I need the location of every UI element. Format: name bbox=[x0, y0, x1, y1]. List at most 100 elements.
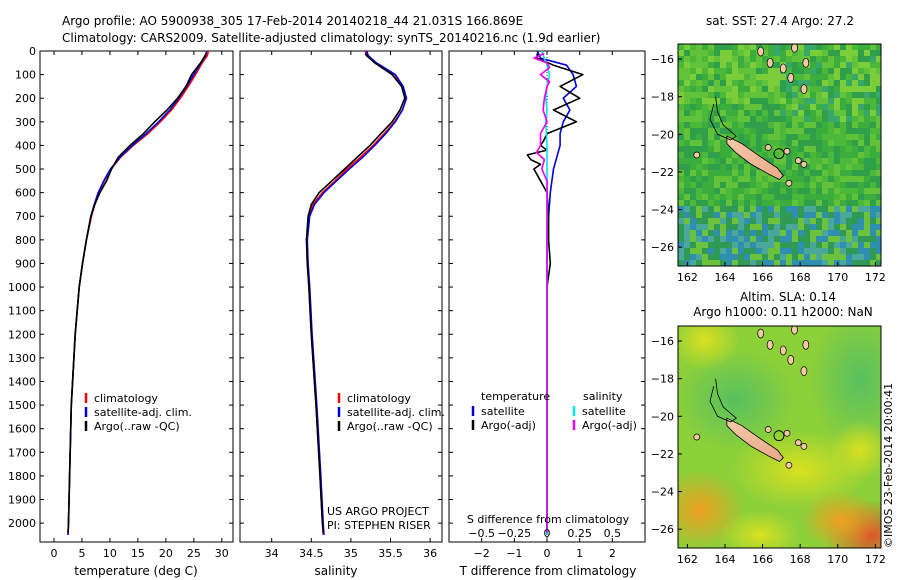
sst-cell bbox=[684, 170, 690, 176]
sst-cell bbox=[732, 86, 738, 92]
sst-cell bbox=[816, 218, 822, 224]
sst-cell bbox=[750, 224, 756, 230]
sst-cell bbox=[678, 134, 684, 140]
sst-cell bbox=[792, 236, 798, 242]
sst-cell bbox=[780, 152, 786, 158]
sst-cell bbox=[690, 170, 696, 176]
sst-cell bbox=[744, 68, 750, 74]
reef-outline bbox=[709, 96, 737, 141]
sst-cell bbox=[822, 248, 828, 254]
sst-cell bbox=[846, 218, 852, 224]
sst-cell bbox=[780, 122, 786, 128]
sst-cell bbox=[720, 86, 726, 92]
sst-cell bbox=[834, 152, 840, 158]
sst-cell bbox=[708, 152, 714, 158]
sst-cell bbox=[792, 92, 798, 98]
sst-cell bbox=[726, 116, 732, 122]
sst-cell bbox=[786, 164, 792, 170]
sst-cell bbox=[786, 152, 792, 158]
sst-cell bbox=[768, 134, 774, 140]
sst-cell bbox=[750, 164, 756, 170]
sst-cell bbox=[684, 188, 690, 194]
sst-map: sat. SST: 27.4 Argo: 27.2 162 164 166 168 17… bbox=[651, 14, 886, 284]
sst-cell bbox=[732, 80, 738, 86]
sst-cell bbox=[846, 146, 852, 152]
sst-cell bbox=[834, 170, 840, 176]
sst-cell bbox=[810, 224, 816, 230]
sst-cell bbox=[816, 80, 822, 86]
sst-cell bbox=[834, 140, 840, 146]
sst-cell bbox=[792, 206, 798, 212]
sst-cell bbox=[684, 68, 690, 74]
sst-cell bbox=[768, 248, 774, 254]
sst-cell bbox=[768, 230, 774, 236]
sst-cell bbox=[852, 62, 858, 68]
sst-cell bbox=[750, 248, 756, 254]
sst-cell bbox=[810, 218, 816, 224]
sst-cell bbox=[762, 254, 768, 260]
sst-cell bbox=[870, 86, 876, 92]
sst-cell bbox=[750, 110, 756, 116]
sst-cell bbox=[696, 74, 702, 80]
small-island bbox=[764, 144, 772, 151]
sst-cell bbox=[696, 122, 702, 128]
sst-cell bbox=[864, 44, 870, 50]
sst-cell bbox=[702, 74, 708, 80]
sst-cell bbox=[702, 188, 708, 194]
sst-cell bbox=[720, 230, 726, 236]
sst-cell bbox=[870, 188, 876, 194]
sst-cell bbox=[816, 194, 822, 200]
map-x-tick-label: 162 bbox=[677, 271, 698, 284]
sst-cell bbox=[816, 230, 822, 236]
sst-cell bbox=[720, 170, 726, 176]
sst-cell bbox=[702, 170, 708, 176]
sst-cell bbox=[744, 104, 750, 110]
sst-cell bbox=[876, 50, 881, 56]
y-tick-label: 400 bbox=[15, 139, 36, 152]
sst-cell bbox=[852, 236, 858, 242]
sst-cell bbox=[804, 152, 810, 158]
sst-cell bbox=[798, 68, 804, 74]
sst-cell bbox=[780, 146, 786, 152]
map-y-tick-label: −24 bbox=[651, 204, 674, 217]
sst-cell bbox=[822, 230, 828, 236]
sst-cell bbox=[714, 74, 720, 80]
sst-cell bbox=[684, 152, 690, 158]
sst-cell bbox=[768, 116, 774, 122]
sst-cell bbox=[816, 158, 822, 164]
sst-cell bbox=[786, 194, 792, 200]
sst-cell bbox=[768, 158, 774, 164]
sst-cell bbox=[822, 164, 828, 170]
sst-cell bbox=[714, 50, 720, 56]
sst-cell bbox=[858, 44, 864, 50]
sst-cell bbox=[864, 152, 870, 158]
sst-cell bbox=[828, 188, 834, 194]
sst-cell bbox=[744, 182, 750, 188]
sst-cell bbox=[684, 56, 690, 62]
sst-cell bbox=[870, 62, 876, 68]
sst-cell bbox=[726, 218, 732, 224]
sst-cell bbox=[756, 230, 762, 236]
y-tick-label: 2000 bbox=[8, 517, 36, 530]
sst-cell bbox=[726, 194, 732, 200]
sst-cell bbox=[792, 242, 798, 248]
sst-cell bbox=[690, 164, 696, 170]
sst-cell bbox=[702, 116, 708, 122]
sst-cell bbox=[816, 68, 822, 74]
sst-cell bbox=[798, 224, 804, 230]
sst-cell bbox=[816, 50, 822, 56]
map-x-tick-label: 170 bbox=[827, 553, 848, 566]
sst-cell bbox=[840, 218, 846, 224]
sst-cell bbox=[846, 260, 852, 266]
sst-cell bbox=[846, 158, 852, 164]
x-tick-label: 36 bbox=[423, 547, 437, 560]
sst-cell bbox=[870, 116, 876, 122]
sst-cell bbox=[720, 200, 726, 206]
sst-cell bbox=[774, 134, 780, 140]
sst-cell bbox=[870, 218, 876, 224]
sst-cell bbox=[768, 128, 774, 134]
sst-cell bbox=[840, 236, 846, 242]
y-tick-label: 1000 bbox=[8, 281, 36, 294]
sst-cell bbox=[834, 68, 840, 74]
